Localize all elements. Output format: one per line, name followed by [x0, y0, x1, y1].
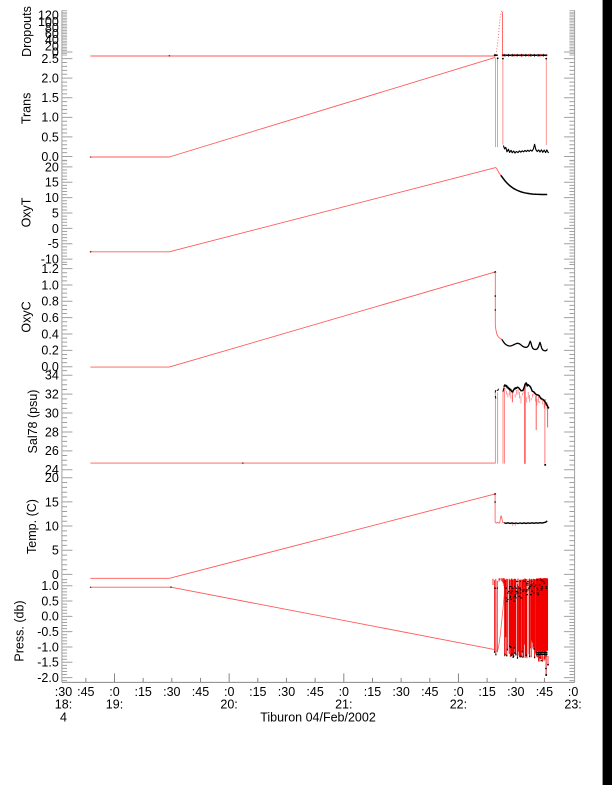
- svg-text::45: :45: [306, 685, 323, 699]
- svg-text:Dropouts: Dropouts: [20, 6, 34, 57]
- svg-text:28: 28: [45, 425, 59, 439]
- svg-text:5: 5: [52, 207, 59, 221]
- svg-text::45: :45: [192, 685, 209, 699]
- svg-text:0.5: 0.5: [41, 594, 58, 608]
- svg-text:2.0: 2.0: [41, 72, 58, 86]
- svg-text::45: :45: [421, 685, 438, 699]
- svg-text:5: 5: [52, 544, 59, 558]
- svg-text:-1.0: -1.0: [37, 640, 59, 654]
- svg-text:24: 24: [45, 463, 59, 477]
- svg-text::45: :45: [536, 685, 553, 699]
- svg-text:20: 20: [45, 471, 59, 485]
- svg-text:20: 20: [45, 39, 59, 53]
- svg-text::30: :30: [55, 685, 72, 699]
- svg-text::15: :15: [478, 685, 495, 699]
- svg-text:-2.0: -2.0: [37, 671, 59, 685]
- svg-text:0.6: 0.6: [41, 311, 58, 325]
- svg-text:10: 10: [45, 191, 59, 205]
- svg-text::0: :0: [453, 685, 463, 699]
- svg-text:OxyT: OxyT: [20, 197, 34, 227]
- svg-text:Trans: Trans: [19, 93, 33, 125]
- svg-text:0.0: 0.0: [41, 150, 58, 164]
- svg-text:0: 0: [52, 222, 59, 236]
- svg-text::30: :30: [507, 685, 524, 699]
- svg-text:20: 20: [45, 160, 59, 174]
- svg-text::15: :15: [364, 685, 381, 699]
- svg-text:Temp. (C): Temp. (C): [25, 499, 39, 554]
- svg-text:0.0: 0.0: [41, 610, 58, 624]
- svg-text:Sal78 (psu): Sal78 (psu): [26, 390, 40, 454]
- svg-text:1.0: 1.0: [41, 579, 58, 593]
- svg-text:2.5: 2.5: [41, 52, 58, 66]
- svg-text:15: 15: [45, 176, 59, 190]
- svg-text:-0.5: -0.5: [37, 625, 59, 639]
- svg-text::30: :30: [392, 685, 409, 699]
- svg-text:30: 30: [45, 407, 59, 421]
- svg-text:22:: 22:: [450, 698, 467, 712]
- svg-text:1.0: 1.0: [41, 278, 58, 292]
- svg-text:1.2: 1.2: [41, 262, 58, 276]
- svg-text:-5: -5: [48, 237, 59, 251]
- svg-text:-10: -10: [41, 253, 59, 267]
- svg-text:0.8: 0.8: [41, 295, 58, 309]
- svg-text:21:: 21:: [335, 698, 352, 712]
- svg-text:0.0: 0.0: [41, 360, 58, 374]
- svg-text:23:: 23:: [564, 698, 581, 712]
- svg-text::30: :30: [278, 685, 295, 699]
- svg-text:1.5: 1.5: [41, 91, 58, 105]
- svg-text:OxyC: OxyC: [19, 301, 33, 332]
- svg-text:-1.5: -1.5: [37, 656, 59, 670]
- svg-text:20:: 20:: [220, 698, 237, 712]
- svg-text:100: 100: [38, 15, 59, 29]
- svg-text:60: 60: [45, 27, 59, 41]
- svg-text::0: :0: [109, 685, 119, 699]
- svg-text::15: :15: [135, 685, 152, 699]
- svg-text:15: 15: [45, 495, 59, 509]
- svg-text:120: 120: [38, 9, 59, 23]
- svg-text:Press. (db): Press. (db): [13, 600, 27, 661]
- svg-text:0.5: 0.5: [41, 130, 58, 144]
- svg-text:32: 32: [45, 388, 59, 402]
- svg-text::0: :0: [339, 685, 349, 699]
- svg-text:0: 0: [52, 45, 59, 59]
- svg-text:1.0: 1.0: [41, 111, 58, 125]
- svg-text::0: :0: [568, 685, 578, 699]
- svg-text::45: :45: [77, 685, 94, 699]
- svg-text:34: 34: [45, 369, 59, 383]
- svg-text:Tiburon 04/Feb/2002: Tiburon 04/Feb/2002: [260, 711, 376, 725]
- svg-text:40: 40: [45, 33, 59, 47]
- svg-text::30: :30: [163, 685, 180, 699]
- svg-text:80: 80: [45, 21, 59, 35]
- svg-text:19:: 19:: [106, 698, 123, 712]
- svg-text:26: 26: [45, 444, 59, 458]
- svg-text:10: 10: [45, 519, 59, 533]
- svg-text:4: 4: [60, 711, 67, 725]
- svg-text::15: :15: [249, 685, 266, 699]
- svg-text:18:: 18:: [55, 698, 72, 712]
- svg-text:0.4: 0.4: [41, 327, 58, 341]
- svg-text:0: 0: [52, 568, 59, 582]
- svg-text:0.2: 0.2: [41, 344, 58, 358]
- svg-text::0: :0: [224, 685, 234, 699]
